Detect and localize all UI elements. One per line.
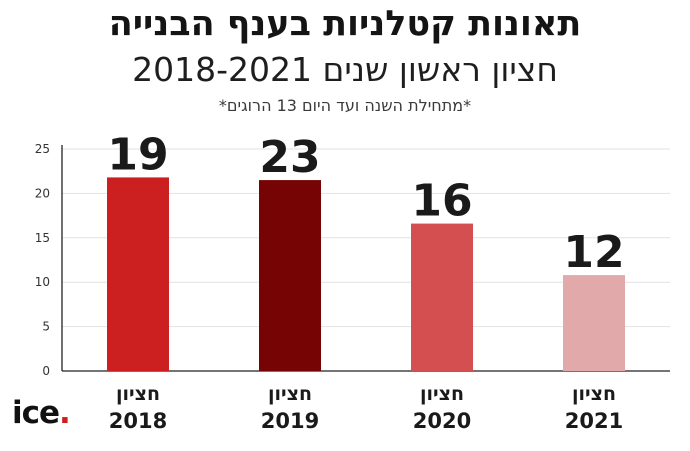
data-label: 12 [563,227,624,278]
y-tick-label: 25 [35,142,50,156]
x-tick-label: חציון [116,383,160,405]
x-tick-label: 2018 [109,409,167,433]
y-tick-label: 5 [42,320,50,334]
logo-dot: . [59,395,71,431]
bar [411,223,473,371]
chart-note: *מתחילת השנה ועד היום 13 הרוגים* [218,96,472,115]
bar [107,177,169,371]
y-tick-label: 15 [35,231,50,245]
chart-title: תאונות קטלניות בענף הבנייה [108,4,582,44]
data-label: 16 [411,176,472,227]
y-tick-label: 20 [35,186,50,200]
x-tick-label: חציון [420,383,464,405]
x-tick-label: חציון [268,383,312,405]
x-tick-label: 2021 [565,409,623,433]
logo-text: ice [12,395,60,431]
x-tick-label: 2020 [413,409,471,433]
data-label: 19 [107,129,168,180]
ice-logo: ice. [12,393,71,433]
y-tick-label: 0 [42,364,50,378]
x-tick-label: חציון [572,383,616,405]
y-tick-label: 10 [35,275,50,289]
bar [563,275,625,371]
chart-subtitle: חציון ראשון שנים 2018-2021 [132,50,558,89]
bar [259,180,321,371]
x-tick-label: 2019 [261,409,319,433]
data-label: 23 [259,132,320,183]
